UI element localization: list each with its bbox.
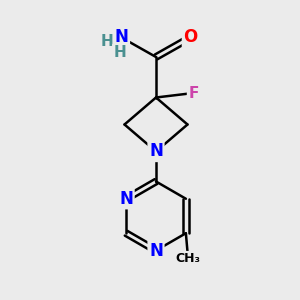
Text: H: H (100, 34, 113, 50)
Text: O: O (183, 28, 198, 46)
Text: H: H (114, 45, 126, 60)
Text: N: N (149, 142, 163, 160)
Text: CH₃: CH₃ (176, 252, 201, 265)
Text: N: N (149, 242, 163, 260)
Text: N: N (119, 190, 133, 208)
Text: N: N (115, 28, 128, 46)
Text: F: F (188, 85, 199, 100)
